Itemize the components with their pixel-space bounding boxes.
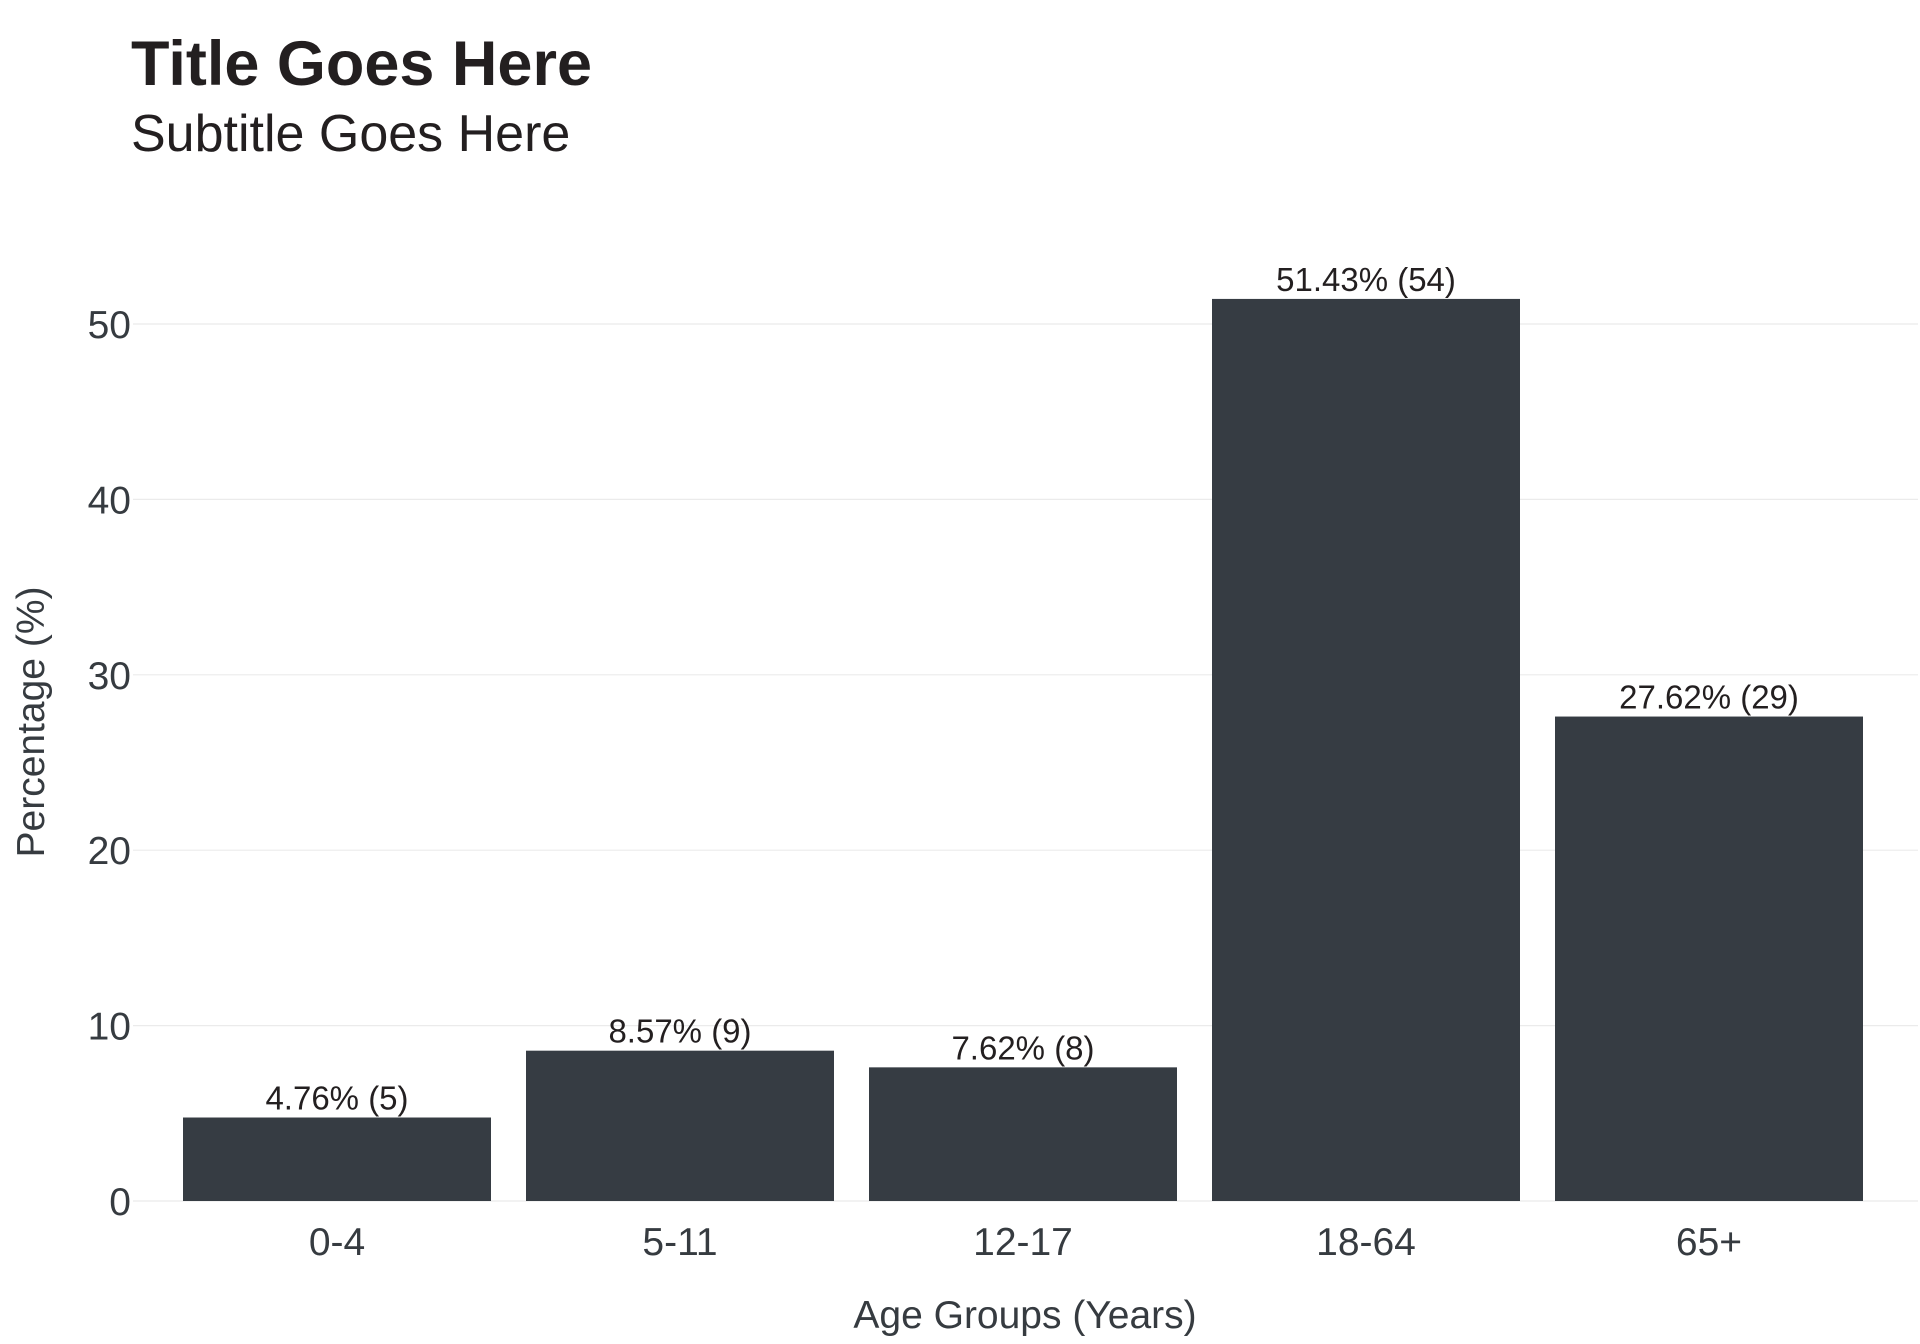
data-label: 8.57% (9) bbox=[608, 1013, 751, 1050]
y-tick-label: 30 bbox=[88, 655, 131, 698]
bar bbox=[526, 1050, 834, 1201]
y-tick-label: 50 bbox=[88, 304, 131, 347]
chart-subtitle: Subtitle Goes Here bbox=[131, 105, 571, 163]
x-axis-ticks: 0-4 5-11 12-17 18-64 65+ bbox=[309, 1221, 1742, 1264]
bar bbox=[183, 1117, 491, 1201]
x-axis-title: Age Groups (Years) bbox=[853, 1294, 1196, 1337]
y-tick-label: 20 bbox=[88, 830, 131, 873]
data-label: 51.43% (54) bbox=[1276, 261, 1456, 298]
x-tick-label: 0-4 bbox=[309, 1221, 365, 1264]
x-tick-label: 65+ bbox=[1676, 1221, 1742, 1264]
bar bbox=[1555, 716, 1863, 1201]
chart-title: Title Goes Here bbox=[131, 29, 593, 99]
bars bbox=[183, 298, 1863, 1201]
y-tick-label: 0 bbox=[109, 1181, 131, 1224]
data-label: 4.76% (5) bbox=[265, 1080, 408, 1117]
x-tick-label: 5-11 bbox=[642, 1221, 717, 1264]
x-tick-label: 18-64 bbox=[1316, 1221, 1416, 1264]
x-tick-label: 12-17 bbox=[973, 1221, 1073, 1264]
y-tick-label: 40 bbox=[88, 479, 131, 522]
y-axis-ticks: 0 10 20 30 40 50 bbox=[88, 304, 131, 1224]
y-tick-label: 10 bbox=[88, 1006, 131, 1049]
data-labels: 4.76% (5) 8.57% (9) 7.62% (8) 51.43% (54) 27… bbox=[265, 261, 1798, 1117]
data-label: 7.62% (8) bbox=[951, 1029, 1094, 1066]
y-axis-title: Percentage (%) bbox=[10, 587, 53, 858]
bar bbox=[1212, 298, 1520, 1201]
bar bbox=[869, 1067, 1177, 1201]
data-label: 27.62% (29) bbox=[1619, 679, 1799, 716]
